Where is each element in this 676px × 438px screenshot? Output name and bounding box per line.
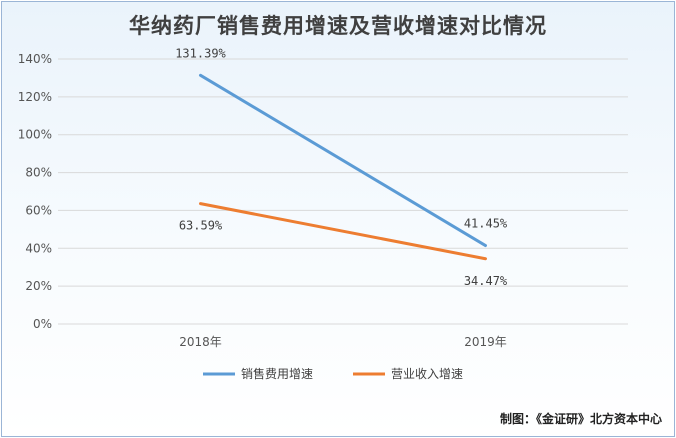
gridlines [58,58,628,325]
data-labels: 131.39% 41.45% 63.59% 34.47% [175,46,508,287]
y-tick-label: 40% [25,241,52,255]
series-line [199,202,487,261]
x-tick-label: 2018年 [179,335,222,349]
y-tick-label: 80% [25,166,52,180]
credit-text: 制图：《金证研》北方资本中心 [499,412,662,426]
y-axis-ticks: 0% 20% 40% 60% 80% 100% 120% 140% [18,52,52,331]
data-label: 63.59% [179,219,223,233]
y-tick-label: 100% [18,128,52,142]
series-lines [199,73,487,261]
data-label: 41.45% [464,217,508,231]
chart-title: 华纳药厂销售费用增速及营收增速对比情况 [129,14,547,38]
x-axis-ticks: 2018年 2019年 [179,335,507,349]
legend-label: 销售费用增速 [241,366,313,381]
y-tick-label: 120% [18,90,52,104]
data-label: 34.47% [464,274,508,288]
series-line [199,73,487,248]
y-tick-label: 20% [25,279,52,293]
data-label: 131.39% [175,46,226,60]
x-tick-label: 2019年 [464,335,507,349]
legend-label: 营业收入增速 [391,367,463,381]
legend: 销售费用增速 营业收入增速 [203,366,463,381]
y-tick-label: 0% [33,317,52,331]
y-tick-label: 140% [18,52,52,66]
y-tick-label: 60% [25,203,52,217]
